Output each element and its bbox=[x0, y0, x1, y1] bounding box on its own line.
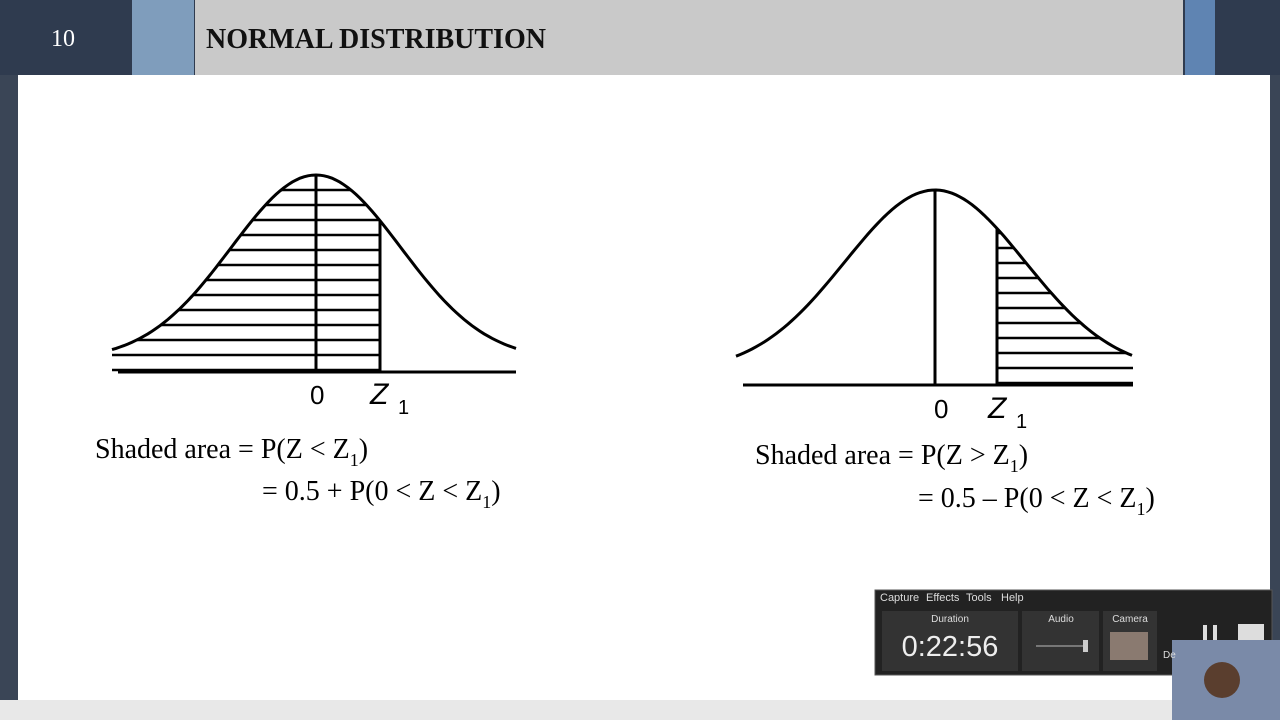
formula: = 0.5 + P(0 < Z < Z1) bbox=[262, 476, 501, 512]
formula-text: Shaded area = P(Z < Z bbox=[95, 434, 350, 465]
webcam-person bbox=[1204, 662, 1240, 698]
title-bar bbox=[195, 0, 1183, 75]
formula: = 0.5 – P(0 < Z < Z1) bbox=[918, 483, 1155, 519]
formula-text: Shaded area = P(Z > Z bbox=[755, 440, 1010, 471]
z-label: Z bbox=[369, 378, 390, 411]
hatching bbox=[112, 175, 380, 372]
slide-number: 10 bbox=[51, 26, 75, 52]
recorder-widget bbox=[874, 589, 1280, 720]
header-accent bbox=[132, 0, 194, 75]
header-accent bbox=[1185, 0, 1215, 75]
formula-tail: ) bbox=[491, 476, 500, 507]
formula-sub: 1 bbox=[482, 492, 491, 512]
pause-button[interactable] bbox=[1203, 625, 1207, 645]
origin-label: 0 bbox=[934, 394, 948, 424]
camera-label: Camera bbox=[1112, 614, 1148, 625]
delete-label[interactable]: De bbox=[1163, 650, 1176, 661]
duration-panel bbox=[882, 611, 1018, 671]
duration-label: Duration bbox=[931, 614, 969, 625]
camera-preview bbox=[1110, 632, 1148, 660]
formula-sub: 1 bbox=[350, 450, 359, 470]
bottom-strip bbox=[0, 700, 1280, 720]
z-subscript: 1 bbox=[1016, 411, 1027, 433]
formula-text: = 0.5 – P(0 < Z < Z bbox=[918, 483, 1136, 514]
menu-item[interactable]: Effects bbox=[926, 592, 960, 604]
z-subscript: 1 bbox=[398, 397, 409, 419]
formula-tail: ) bbox=[1019, 440, 1028, 471]
duration: 0:22:56 bbox=[902, 631, 999, 663]
z-label: Z bbox=[987, 392, 1008, 425]
menu-item[interactable]: Help bbox=[1001, 592, 1024, 604]
formula-sub: 1 bbox=[1010, 456, 1019, 476]
formula-tail: ) bbox=[1145, 483, 1154, 514]
formula-text: = 0.5 + P(0 < Z < Z bbox=[262, 476, 482, 507]
audio-label: Audio bbox=[1048, 614, 1074, 625]
menu-item[interactable]: Capture bbox=[880, 592, 919, 604]
formula-tail: ) bbox=[359, 434, 368, 465]
audio-slider[interactable] bbox=[1083, 640, 1088, 652]
pause-button[interactable] bbox=[1213, 625, 1217, 645]
slide-title: NORMAL DISTRIBUTION bbox=[206, 24, 546, 55]
formula: Shaded area = P(Z > Z1) bbox=[755, 440, 1028, 476]
normal-curve bbox=[111, 173, 517, 352]
formula: Shaded area = P(Z < Z1) bbox=[95, 434, 368, 470]
formula-sub: 1 bbox=[1136, 499, 1145, 519]
origin-label: 0 bbox=[310, 380, 324, 410]
menu-item[interactable]: Tools bbox=[966, 592, 992, 604]
